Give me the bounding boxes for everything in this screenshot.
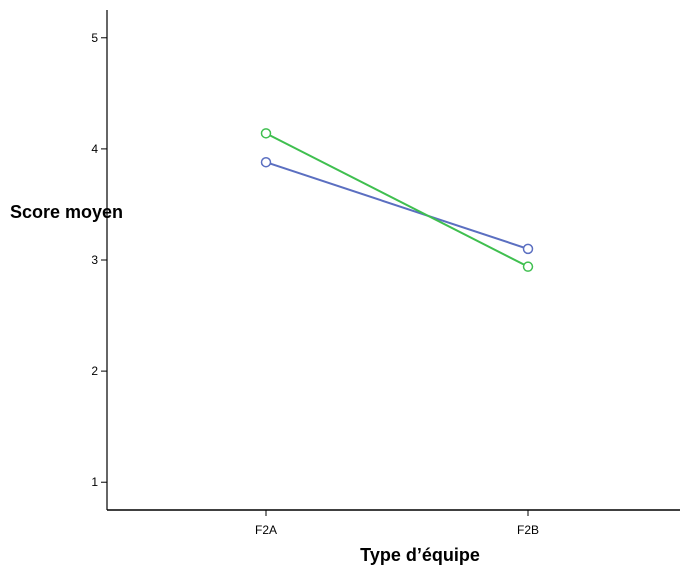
y-axis-ticks: 1 2 3 4 5 xyxy=(91,31,107,489)
x-axis-title: Type d’équipe xyxy=(360,545,480,565)
y-tick-label: 3 xyxy=(91,253,98,267)
plot-area xyxy=(260,128,534,272)
x-tick-label: F2B xyxy=(517,523,539,537)
y-tick-label: 1 xyxy=(91,475,98,489)
x-tick-label: F2A xyxy=(255,523,277,537)
y-tick-label: 4 xyxy=(91,142,98,156)
y-tick-label: 2 xyxy=(91,364,98,378)
y-axis-title: Score moyen xyxy=(10,202,123,222)
series-2-point xyxy=(522,261,534,272)
series-2-line xyxy=(265,132,529,268)
y-tick-label: 5 xyxy=(91,31,98,45)
y-axis: 1 2 3 4 5 xyxy=(91,10,108,510)
series-1-line xyxy=(265,161,529,250)
series-2-point xyxy=(260,128,272,139)
x-axis: F2A F2B xyxy=(107,509,680,537)
series-1-point xyxy=(260,156,272,168)
series-1-point xyxy=(522,243,534,255)
x-axis-ticks: F2A F2B xyxy=(255,510,539,537)
